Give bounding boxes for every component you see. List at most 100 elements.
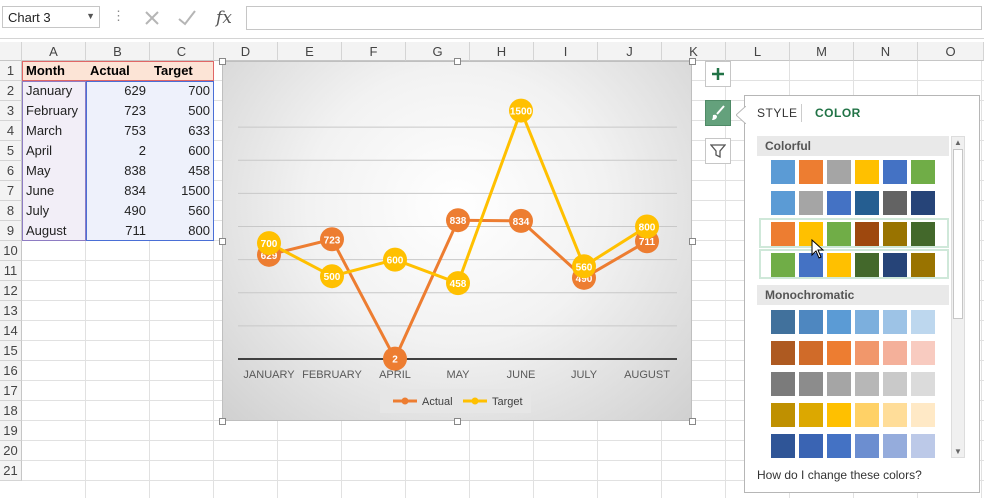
data-point-actual[interactable] [383,346,407,371]
column-header-m[interactable]: M [790,42,854,61]
row-header-20[interactable]: 20 [0,441,22,461]
column-header-n[interactable]: N [854,42,918,61]
table-cell[interactable]: 834 [86,181,150,201]
column-header-f[interactable]: F [342,42,406,61]
colorful-swatch[interactable] [855,191,879,215]
row-header-11[interactable]: 11 [0,261,22,281]
monochromatic-swatch[interactable] [771,310,795,334]
colorful-swatch[interactable] [799,222,823,246]
scroll-down-icon[interactable]: ▼ [954,447,962,456]
row-header-4[interactable]: 4 [0,121,22,141]
data-point-target[interactable] [446,271,470,296]
colorful-swatch[interactable] [855,222,879,246]
row-header-12[interactable]: 12 [0,281,22,301]
table-cell[interactable]: 458 [150,161,214,181]
resize-handle[interactable] [689,418,696,425]
colorful-swatch[interactable] [771,191,795,215]
table-cell[interactable]: 2 [86,141,150,161]
chevron-down-icon[interactable]: ▼ [86,11,95,21]
row-header-2[interactable]: 2 [0,81,22,101]
table-cell[interactable]: 600 [150,141,214,161]
monochromatic-swatch[interactable] [771,434,795,458]
column-header-j[interactable]: J [598,42,662,61]
colorful-swatch[interactable] [855,160,879,184]
scroll-thumb[interactable] [953,149,963,319]
table-cell[interactable]: 723 [86,101,150,121]
legend-entry-actual[interactable]: Actual [422,396,453,408]
formula-input[interactable] [246,6,982,30]
column-header-g[interactable]: G [406,42,470,61]
monochromatic-swatch[interactable] [771,372,795,396]
table-cell[interactable]: 800 [150,221,214,241]
monochromatic-swatch[interactable] [827,434,851,458]
table-header-cell[interactable]: Actual [86,61,150,81]
colorful-swatch[interactable] [827,222,851,246]
table-cell[interactable]: June [22,181,86,201]
colorful-swatch[interactable] [771,222,795,246]
colorful-swatch[interactable] [911,253,935,277]
chart-elements-button[interactable] [705,61,731,87]
monochromatic-swatch[interactable] [799,372,823,396]
tab-style[interactable]: STYLE [757,106,798,120]
monochromatic-swatch[interactable] [771,341,795,365]
colorful-swatch[interactable] [799,191,823,215]
resize-handle[interactable] [454,418,461,425]
row-header-10[interactable]: 10 [0,241,22,261]
table-cell[interactable]: 633 [150,121,214,141]
table-cell[interactable]: January [22,81,86,101]
table-cell[interactable]: May [22,161,86,181]
table-cell[interactable]: August [22,221,86,241]
row-header-5[interactable]: 5 [0,141,22,161]
monochromatic-swatch[interactable] [827,341,851,365]
row-header-8[interactable]: 8 [0,201,22,221]
monochromatic-swatch[interactable] [911,372,935,396]
colorful-swatch[interactable] [911,222,935,246]
resize-handle[interactable] [689,58,696,65]
row-header-18[interactable]: 18 [0,401,22,421]
pane-scrollbar[interactable]: ▲ ▼ [951,136,965,458]
data-point-actual[interactable] [446,208,470,233]
table-header-cell[interactable]: Target [150,61,214,81]
monochromatic-swatch[interactable] [911,434,935,458]
monochromatic-swatch[interactable] [883,372,907,396]
tab-color[interactable]: COLOR [815,106,861,120]
resize-handle[interactable] [219,238,226,245]
colorful-swatch[interactable] [911,191,935,215]
line-chart[interactable]: JANUARY FEBRUARY APRIL MAY JUNE JULY AUGUST 629… [222,61,692,421]
row-header-21[interactable]: 21 [0,461,22,481]
monochromatic-swatch[interactable] [911,403,935,427]
monochromatic-swatch[interactable] [911,310,935,334]
colorful-swatch[interactable] [827,160,851,184]
monochromatic-swatch[interactable] [827,372,851,396]
monochromatic-swatch[interactable] [799,310,823,334]
row-header-7[interactable]: 7 [0,181,22,201]
colorful-swatch[interactable] [883,191,907,215]
table-cell[interactable]: July [22,201,86,221]
row-header-14[interactable]: 14 [0,321,22,341]
table-cell[interactable]: 711 [86,221,150,241]
column-header-a[interactable]: A [22,42,86,61]
monochromatic-swatch[interactable] [827,310,851,334]
monochromatic-swatch[interactable] [883,341,907,365]
colorful-swatch[interactable] [771,253,795,277]
help-link[interactable]: How do I change these colors? [757,468,922,482]
scroll-up-icon[interactable]: ▲ [954,138,962,147]
monochromatic-swatch[interactable] [855,372,879,396]
data-point-target[interactable] [320,264,344,289]
monochromatic-swatch[interactable] [883,403,907,427]
resize-handle[interactable] [689,238,696,245]
table-header-cell[interactable]: Month [22,61,86,81]
row-header-19[interactable]: 19 [0,421,22,441]
column-header-h[interactable]: H [470,42,534,61]
table-cell[interactable]: 753 [86,121,150,141]
column-header-c[interactable]: C [150,42,214,61]
colorful-swatch[interactable] [883,253,907,277]
enter-check-icon[interactable] [173,4,201,32]
row-header-17[interactable]: 17 [0,381,22,401]
monochromatic-swatch[interactable] [799,403,823,427]
column-header-o[interactable]: O [918,42,984,61]
column-header-l[interactable]: L [726,42,790,61]
select-all-corner[interactable] [0,42,22,61]
table-cell[interactable]: 560 [150,201,214,221]
column-header-i[interactable]: I [534,42,598,61]
